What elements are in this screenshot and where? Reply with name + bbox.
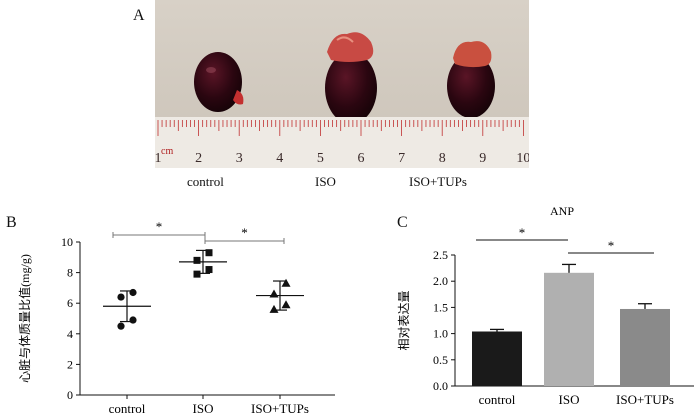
caption-control: control xyxy=(187,174,224,189)
ruler-number: 8 xyxy=(439,151,446,166)
y-axis-label: 心脏与体质量比值(mg/g) xyxy=(17,254,32,383)
y-tick-label: 0.5 xyxy=(433,353,448,367)
data-point xyxy=(193,270,201,278)
ruler-labels: 1 2 3 4 5 6 7 8 9 10 xyxy=(155,151,531,166)
data-point xyxy=(269,289,279,298)
y-tick-label: 4 xyxy=(67,327,73,341)
y-tick-label: 2 xyxy=(67,357,73,371)
bar xyxy=(472,331,522,386)
significance-star: * xyxy=(156,219,163,234)
ruler-number: 7 xyxy=(398,151,405,166)
chart-title: ANP xyxy=(550,204,574,218)
x-tick-label: ISO+TUPs xyxy=(251,401,309,416)
panel-label-c: C xyxy=(397,214,408,231)
y-tick-label: 0 xyxy=(67,388,73,402)
data-point xyxy=(269,304,279,313)
chart-heart-body-ratio: 0 2 4 6 8 10 control ISO ISO+TUPs 心脏与体质量比值(mg/g) *… xyxy=(17,219,335,416)
x-tick-label: ISO xyxy=(193,401,214,416)
data-point xyxy=(281,278,291,287)
ruler-number: 2 xyxy=(195,151,202,166)
y-tick-label: 1.5 xyxy=(433,300,448,314)
x-tick-label: ISO+TUPs xyxy=(616,392,674,407)
y-tick-label: 10 xyxy=(61,235,73,249)
bar xyxy=(620,308,670,386)
significance-star: * xyxy=(519,225,526,240)
ruler-number: 3 xyxy=(236,151,243,166)
panel-label-b: B xyxy=(6,214,17,231)
heart-iso-tups xyxy=(447,54,495,118)
data-point xyxy=(193,256,201,264)
y-tick-label: 0.0 xyxy=(433,379,448,393)
heart-photo: 1 2 3 4 5 6 7 8 9 10 cm xyxy=(155,0,531,168)
data-point xyxy=(205,249,213,257)
significance-star: * xyxy=(241,225,248,240)
ruler-number: 6 xyxy=(358,151,365,166)
significance-star: * xyxy=(608,238,615,253)
chart-anp-expression: ANP 0.0 0.5 1.0 1.5 2.0 2.5 control ISO ISO+TUPs 相… xyxy=(397,204,694,407)
y-tick-label: 6 xyxy=(67,296,73,310)
x-tick-label: ISO xyxy=(559,392,580,407)
heart-control xyxy=(194,52,242,112)
x-tick-label: control xyxy=(479,392,516,407)
y-tick-label: 1.0 xyxy=(433,327,448,341)
data-point xyxy=(129,316,137,324)
y-tick-label: 8 xyxy=(67,266,73,280)
data-point xyxy=(281,300,291,309)
ruler-unit: cm xyxy=(161,146,173,157)
heart-iso xyxy=(325,52,377,124)
ruler-number: 4 xyxy=(276,151,283,166)
ruler-number: 10 xyxy=(516,151,529,166)
y-axis-label: 相对表达量 xyxy=(397,290,411,350)
bar xyxy=(544,272,594,386)
heart-photo-illustration: 1 2 3 4 5 6 7 8 9 10 cm xyxy=(155,0,531,168)
ruler-number: 9 xyxy=(479,151,486,166)
ruler-number: 5 xyxy=(317,151,324,166)
caption-iso: ISO xyxy=(315,174,336,189)
data-point xyxy=(117,322,125,330)
x-tick-label: control xyxy=(109,401,146,416)
panel-label-a: A xyxy=(133,7,145,24)
y-tick-label: 2.5 xyxy=(433,248,448,262)
data-point xyxy=(205,266,213,274)
data-point xyxy=(117,293,125,301)
ruler-ticks xyxy=(157,120,524,136)
data-point xyxy=(129,288,137,297)
y-tick-label: 2.0 xyxy=(433,274,448,288)
caption-iso-tups: ISO+TUPs xyxy=(409,174,467,189)
ruler-number: 1 xyxy=(155,151,162,166)
